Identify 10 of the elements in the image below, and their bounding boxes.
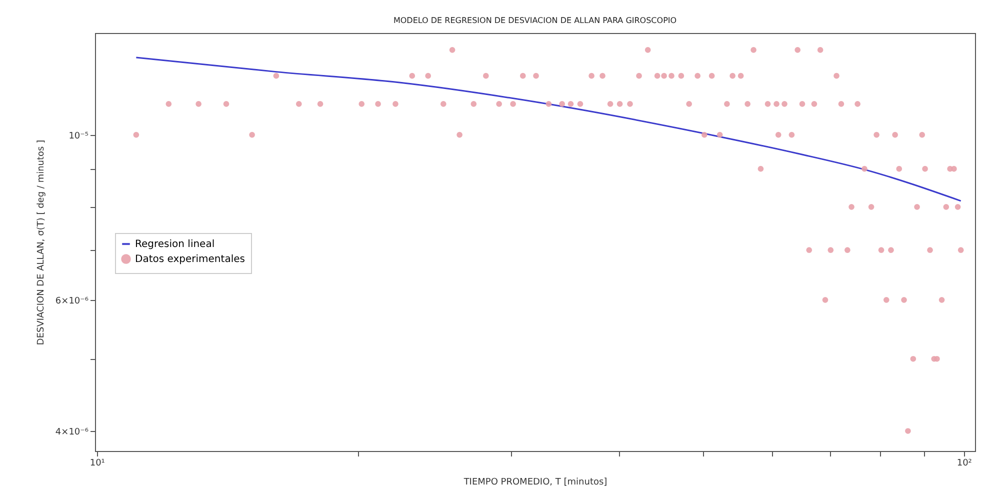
y-tick-label: 4×10⁻⁶ — [55, 427, 89, 438]
y-axis-title: DESVIACION DE ALLAN, σ(T) [ deg / minutos ] — [36, 140, 46, 346]
legend-label: Datos experimentales — [135, 254, 245, 265]
y-tick-label: 10⁻⁵ — [68, 131, 89, 142]
chart-title: MODELO DE REGRESION DE DESVIACION DE ALLAN PARA GIROSCOPIO — [393, 16, 677, 25]
y-tick-label: 6×10⁻⁶ — [55, 296, 89, 306]
x-tick-label: 10¹ — [90, 458, 106, 468]
x-axis-title: TIEMPO PROMEDIO, T [minutos] — [462, 478, 608, 488]
legend-label: Regresion lineal — [135, 239, 215, 250]
x-tick-label: 10² — [956, 458, 972, 468]
